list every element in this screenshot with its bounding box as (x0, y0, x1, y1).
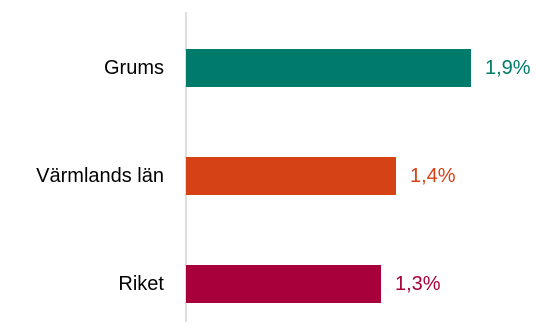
category-label: Grums (104, 57, 164, 79)
bar-1 (186, 157, 396, 195)
value-label: 1,4% (410, 165, 456, 187)
bars-group (186, 49, 471, 303)
value-label: 1,9% (485, 57, 531, 79)
bar-0 (186, 49, 471, 87)
labels-group: Grums 1,9% Värmlands län 1,4% Riket 1,3% (36, 57, 531, 295)
category-label: Riket (118, 273, 164, 295)
bar-2 (186, 265, 381, 303)
category-label: Värmlands län (36, 165, 164, 187)
value-label: 1,3% (395, 273, 441, 295)
